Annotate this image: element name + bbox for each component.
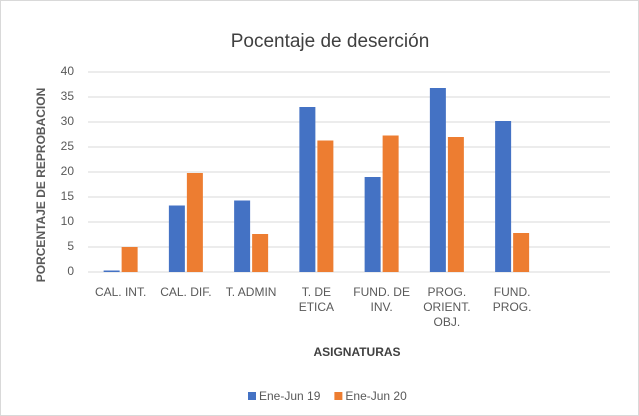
bar [364,177,381,272]
x-tick-label: FUND. PROG. [492,285,532,314]
bar [121,247,138,272]
legend-label: Ene-Jun 19 [259,389,321,403]
y-tick-label: 10 [61,214,75,228]
bar [252,234,269,272]
legend-swatch [248,392,256,400]
bar [103,270,120,272]
y-tick-label: 35 [61,89,75,103]
legend-swatch [334,392,343,400]
bar [382,135,399,272]
y-tick-label: 30 [61,114,75,128]
bar [317,140,334,272]
x-tick-label: T. DE ETICA [298,285,335,314]
y-tick-label: 5 [67,239,74,253]
x-tick-label: PROG. ORIENT. OBJ. [423,285,471,329]
bar [447,137,464,272]
x-axis-label: ASIGNATURAS [313,345,400,359]
x-tick-label: CAL. INT. [94,285,147,299]
y-tick-label: 0 [67,264,74,278]
bar [513,233,530,272]
bar [429,88,446,272]
x-tick-label: FUND. DE INV. [353,285,410,314]
bar [234,200,251,272]
bar [186,173,203,272]
x-tick-label: CAL. DIF. [160,285,212,299]
bar [168,205,185,272]
y-tick-label: 20 [61,164,75,178]
y-axis-label: PORCENTAJE DE REPROBACION [34,88,48,282]
x-tick-label: T. ADMIN [225,285,277,299]
chart-title: Pocentaje de deserción [231,31,430,52]
y-tick-label: 40 [61,64,75,78]
bar [299,107,316,272]
bar [495,121,512,272]
legend-label: Ene-Jun 20 [345,389,407,403]
y-tick-label: 25 [61,139,75,153]
y-tick-label: 15 [61,189,75,203]
